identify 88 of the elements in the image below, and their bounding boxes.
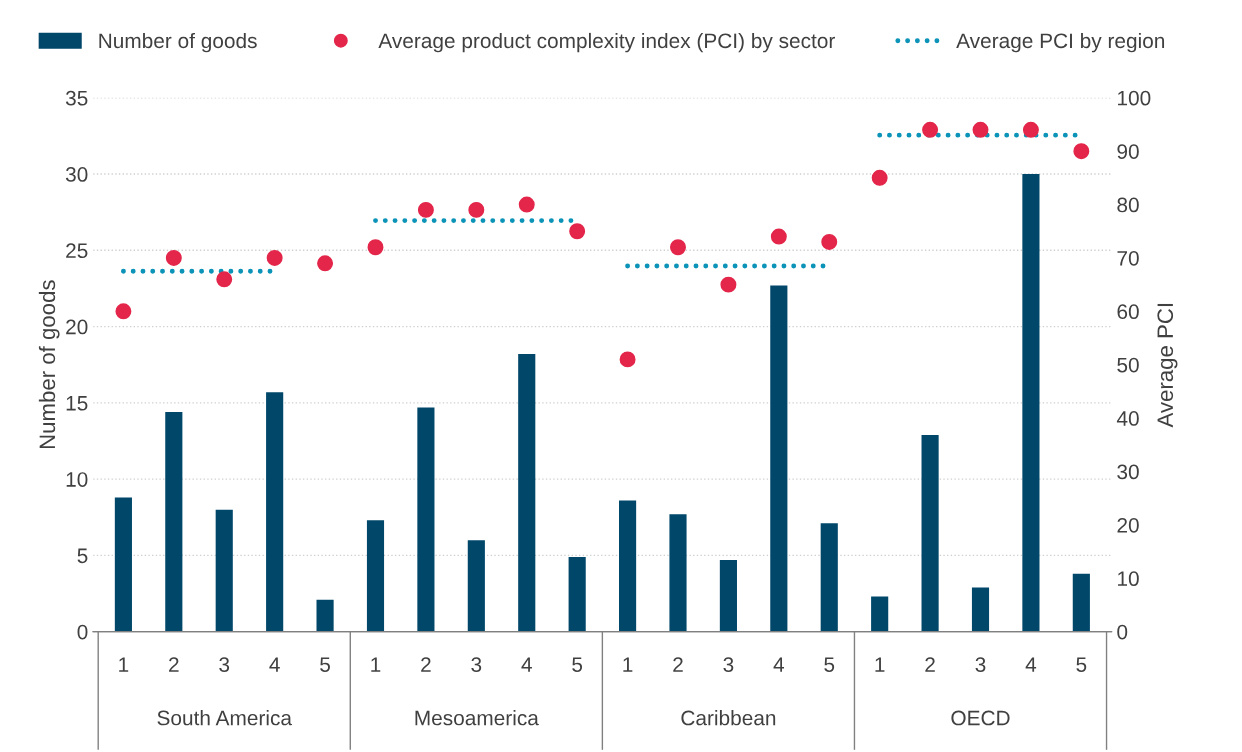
- text: South America: [157, 710, 292, 726]
- point: [317, 255, 334, 272]
- point: [266, 249, 283, 266]
- y-tick-label: 10: [66, 472, 88, 487]
- bar: [165, 412, 183, 632]
- x-tick-label: 5: [320, 657, 330, 672]
- y-tick-label: 0: [77, 624, 88, 640]
- point: [720, 276, 737, 293]
- point: [670, 239, 686, 256]
- bar: [316, 599, 334, 632]
- x-tick-label: 1: [623, 657, 633, 672]
- bar: [568, 556, 586, 632]
- bar: [921, 434, 939, 632]
- point: [367, 239, 384, 256]
- legend-label: Average product complexity index (PCI) by sector: [378, 32, 835, 53]
- bar: [518, 354, 536, 632]
- y-tick-label: 20: [66, 319, 88, 335]
- point: [922, 121, 939, 138]
- point: [619, 351, 636, 368]
- y2-tick-label: 10: [1118, 571, 1139, 587]
- point: [821, 233, 838, 250]
- bar: [215, 509, 233, 632]
- point: [972, 121, 989, 138]
- bar: [266, 392, 284, 632]
- bar: [467, 540, 485, 632]
- point: [468, 201, 485, 218]
- y2-tick-label: 0: [1117, 624, 1128, 640]
- x-tick-label: 3: [975, 657, 986, 672]
- point: [417, 201, 434, 218]
- x-tick-label: 1: [371, 657, 381, 672]
- bar: [971, 587, 990, 632]
- x-tick-label: 1: [119, 657, 129, 672]
- x-tick-label: 4: [773, 657, 785, 672]
- y2-tick-label: 50: [1117, 357, 1139, 373]
- bar: [1072, 573, 1090, 632]
- text: OECD: [951, 710, 1010, 726]
- x-tick-label: 2: [925, 657, 935, 672]
- point: [1022, 121, 1039, 138]
- bar: [417, 407, 435, 632]
- y-tick-label: 35: [65, 90, 88, 106]
- x-tick-label: 4: [269, 657, 280, 672]
- x-tick-label: 5: [572, 657, 583, 672]
- y2-tick-label: 90: [1117, 144, 1139, 159]
- point: [1073, 143, 1090, 160]
- y2-tick-label: 30: [1117, 464, 1139, 480]
- bar: [719, 559, 737, 632]
- y-tick-label: 30: [65, 167, 88, 182]
- point: [770, 228, 787, 245]
- y2-tick-label: 20: [1117, 517, 1139, 533]
- x-tick-label: 3: [471, 657, 482, 672]
- x-tick-label: 3: [723, 657, 734, 672]
- bar: [820, 523, 838, 632]
- x-tick-label: 5: [824, 657, 835, 672]
- point: [216, 271, 233, 288]
- text: Caribbean: [681, 710, 776, 726]
- y2-tick-label: 100: [1118, 90, 1151, 106]
- text: Mesoamerica: [415, 710, 539, 726]
- bar: [114, 497, 132, 632]
- bar: [619, 500, 637, 632]
- x-tick-label: 4: [521, 657, 532, 672]
- legend-label: Number of goods: [99, 32, 257, 53]
- y-tick-label: 15: [66, 396, 88, 411]
- y-axis-title: Number of goods: [38, 280, 60, 449]
- y2-tick-label: 70: [1117, 250, 1139, 266]
- y2-tick-label: 60: [1117, 304, 1139, 320]
- point: [569, 223, 586, 240]
- point: [518, 196, 535, 213]
- x-tick-label: 2: [421, 657, 431, 672]
- y2-tick-label: 40: [1116, 411, 1139, 426]
- y-tick-label: 25: [66, 243, 88, 259]
- point: [115, 303, 132, 320]
- x-tick-label: 4: [1025, 657, 1037, 672]
- point: [165, 249, 182, 266]
- y2-axis-title: Average PCI: [1157, 303, 1178, 428]
- x-tick-label: 2: [169, 657, 179, 672]
- y-tick-label: 5: [77, 548, 88, 564]
- x-tick-label: 5: [1076, 657, 1087, 672]
- bar: [1022, 174, 1040, 632]
- x-tick-label: 1: [875, 657, 885, 672]
- y2-tick-label: 80: [1117, 197, 1139, 213]
- bar: [770, 285, 788, 632]
- bar: [669, 514, 687, 632]
- x-tick-label: 3: [219, 657, 230, 672]
- point: [871, 169, 888, 186]
- bar: [366, 520, 385, 632]
- bar: [871, 596, 889, 632]
- legend-label: Average PCI by region: [956, 32, 1165, 53]
- x-tick-label: 2: [673, 657, 683, 672]
